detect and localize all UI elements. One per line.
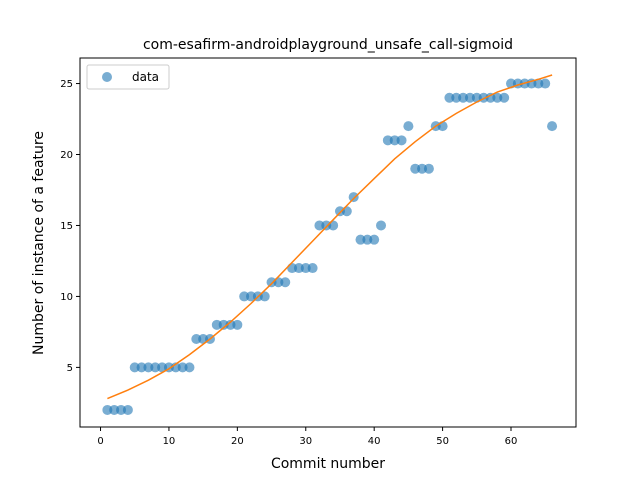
data-point <box>259 291 270 302</box>
data-point <box>314 220 325 231</box>
data-point <box>499 92 510 103</box>
data-point <box>410 163 421 174</box>
data-point <box>136 362 147 373</box>
data-point <box>307 263 318 274</box>
data-point <box>184 362 195 373</box>
data-point <box>547 121 558 132</box>
data-point <box>540 78 551 89</box>
data-point <box>218 319 229 330</box>
y-tick-label: 5 <box>67 363 73 374</box>
y-tick-label: 20 <box>60 150 73 161</box>
data-point <box>533 78 544 89</box>
legend-box <box>86 64 170 90</box>
data-point <box>396 135 407 146</box>
x-axis: 0 10 20 30 40 50 60 <box>97 427 517 447</box>
data-point <box>109 404 120 415</box>
data-point <box>300 263 311 274</box>
data-point <box>232 319 243 330</box>
data-point <box>341 206 352 217</box>
data-point <box>246 291 257 302</box>
data-point <box>458 92 469 103</box>
data-point <box>157 362 168 373</box>
data-point <box>321 220 332 231</box>
x-tick-label: 30 <box>299 436 312 447</box>
data-point <box>423 163 434 174</box>
x-tick-label: 50 <box>436 436 449 447</box>
x-tick-label: 20 <box>231 436 244 447</box>
y-tick-label: 10 <box>60 292 73 303</box>
legend-label-data: data <box>132 70 159 84</box>
data-point <box>225 319 236 330</box>
x-tick-label: 40 <box>368 436 381 447</box>
data-point <box>444 92 455 103</box>
data-point <box>403 121 414 132</box>
chart-title: com-esafirm-androidplayground_unsafe_cal… <box>143 37 513 53</box>
data-point <box>334 206 345 217</box>
legend-marker-data <box>102 72 112 82</box>
data-point <box>389 135 400 146</box>
data-point <box>143 362 154 373</box>
data-point <box>266 277 277 288</box>
data-point <box>122 404 133 415</box>
data-point <box>102 404 113 415</box>
legend: data <box>86 64 170 90</box>
data-point <box>376 220 387 231</box>
x-tick-label: 10 <box>163 436 176 447</box>
data-point <box>485 92 496 103</box>
data-point <box>417 163 428 174</box>
plot-marks <box>102 74 558 415</box>
x-tick-label: 0 <box>97 436 103 447</box>
x-tick-label: 60 <box>505 436 518 447</box>
data-point <box>239 291 250 302</box>
data-point <box>150 362 161 373</box>
fit-line <box>107 74 553 400</box>
data-point <box>280 277 291 288</box>
data-point <box>348 192 359 203</box>
data-point <box>116 404 127 415</box>
data-point <box>362 234 373 245</box>
data-point <box>492 92 503 103</box>
data-point <box>191 334 202 345</box>
data-point <box>328 220 339 231</box>
data-point <box>129 362 140 373</box>
data-point <box>451 92 462 103</box>
data-point <box>464 92 475 103</box>
data-point <box>355 234 366 245</box>
y-tick-label: 15 <box>60 221 73 232</box>
y-axis: 5 10 15 20 25 <box>60 79 80 374</box>
y-tick-label: 25 <box>60 79 73 90</box>
data-point <box>177 362 188 373</box>
x-axis-label: Commit number <box>271 456 385 472</box>
data-point <box>211 319 222 330</box>
y-axis-label: Number of instance of a feature <box>31 131 47 355</box>
data-point <box>382 135 393 146</box>
data-point <box>369 234 380 245</box>
data-point <box>293 263 304 274</box>
